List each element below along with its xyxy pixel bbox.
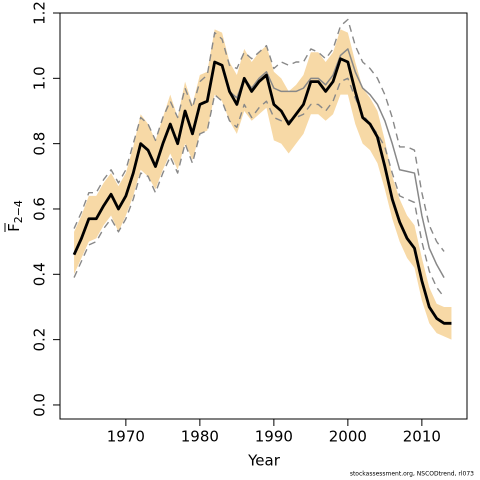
plot-frame <box>59 12 468 420</box>
y-axis-label-main: F <box>5 223 23 232</box>
series-line <box>72 57 452 325</box>
y-axis-label-sub: 2−4 <box>12 200 25 223</box>
y-tick-label: 0.2 <box>31 328 49 352</box>
x-tick-label: 1970 <box>107 428 145 446</box>
x-tick-label: 2000 <box>329 428 367 446</box>
y-tick-label: 1.0 <box>31 66 49 90</box>
y-tick-label: 0.8 <box>31 132 49 156</box>
caption: stockassessment.org, NSCODtrend, rl073 <box>350 471 474 478</box>
x-axis-label: Year <box>247 452 281 470</box>
dashed-line <box>73 77 445 298</box>
y-tick-label: 1.2 <box>31 1 49 25</box>
y-axis-label: F2−4 <box>5 200 26 232</box>
x-tick-label: 2010 <box>403 428 441 446</box>
y-tick-label: 0.4 <box>31 262 49 286</box>
y-tick-label: 0.6 <box>31 197 49 221</box>
x-tick-label: 1980 <box>181 428 219 446</box>
dashed-line <box>73 18 445 252</box>
y-tick-label: 0.0 <box>31 393 49 417</box>
plot-area <box>72 18 452 340</box>
x-tick-label: 1990 <box>255 428 293 446</box>
